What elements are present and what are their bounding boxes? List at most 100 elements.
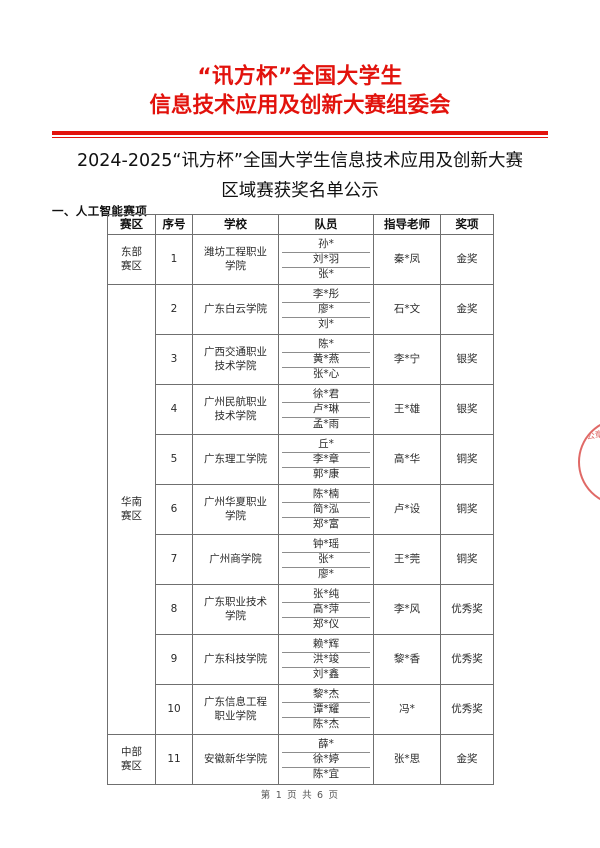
member-name: 张* bbox=[279, 267, 373, 282]
cell-region: 东部 赛区 bbox=[107, 234, 156, 285]
member-name: 刘* bbox=[279, 317, 373, 332]
cell-no: 11 bbox=[155, 734, 193, 785]
letterhead-line-1: “讯方杯”全国大学生 bbox=[197, 64, 403, 89]
cell-award: 金奖 bbox=[440, 284, 494, 335]
member-name: 郑*仪 bbox=[279, 617, 373, 632]
col-header-award: 奖项 bbox=[440, 214, 494, 235]
cell-members: 张*纯高*萍 郑*仪 bbox=[278, 584, 374, 635]
cell-school: 广东职业技术 学院 bbox=[192, 584, 279, 635]
cell-members: 孙* 刘*羽 张* bbox=[278, 234, 374, 285]
member-list: 丘* 李*章 郭*康 bbox=[279, 437, 373, 482]
cell-school: 广东理工学院 bbox=[192, 434, 279, 485]
cell-teacher: 李*宁 bbox=[373, 334, 441, 385]
member-name: 李*章 bbox=[279, 452, 373, 467]
cell-teacher: 王*莞 bbox=[373, 534, 441, 585]
cell-school: 广州商学院 bbox=[192, 534, 279, 585]
col-header-members: 队员 bbox=[278, 214, 374, 235]
member-name: 刘*羽 bbox=[279, 252, 373, 267]
member-name: 薛* bbox=[318, 737, 334, 750]
cell-members: 钟*瑶 张* 廖* bbox=[278, 534, 374, 585]
cell-teacher: 冯* bbox=[373, 684, 441, 735]
cell-members: 李*彤廖* 刘* bbox=[278, 284, 374, 335]
member-name: 黎*杰 bbox=[312, 687, 340, 700]
member-name: 丘* bbox=[318, 437, 334, 450]
cell-teacher: 石*文 bbox=[373, 284, 441, 335]
page-footer: 第 1 页 共 6 页 bbox=[260, 790, 340, 801]
member-name: 黄*燕 bbox=[279, 352, 373, 367]
cell-teacher: 黎*香 bbox=[373, 634, 441, 685]
member-name: 张*纯 bbox=[312, 587, 340, 600]
seal-text: 公章 bbox=[585, 429, 600, 443]
cell-award: 优秀奖 bbox=[440, 684, 494, 735]
cell-award: 优秀奖 bbox=[440, 634, 494, 685]
member-list: 赖*辉 洪*竣 刘*鑫 bbox=[279, 637, 373, 682]
table-row: 6 广州华夏职业 学院 陈*楠 简*泓 郑*富 卢*设 铜奖 bbox=[108, 484, 494, 535]
cell-no: 8 bbox=[155, 584, 193, 635]
member-name: 郭*康 bbox=[279, 467, 373, 482]
cell-teacher: 卢*设 bbox=[373, 484, 441, 535]
member-name: 简*泓 bbox=[279, 502, 373, 517]
member-name: 陈* bbox=[318, 337, 334, 350]
col-header-school: 学校 bbox=[192, 214, 279, 235]
page-title-line-1: 2024-2025“讯方杯”全国大学生信息技术应用及创新大赛 bbox=[76, 151, 524, 171]
cell-award: 金奖 bbox=[440, 234, 494, 285]
cell-school: 广东科技学院 bbox=[192, 634, 279, 685]
member-list: 钟*瑶 张* 廖* bbox=[279, 537, 373, 582]
cell-award: 铜奖 bbox=[440, 484, 494, 535]
member-name: 刘*鑫 bbox=[279, 667, 373, 682]
letterhead-divider bbox=[52, 131, 548, 138]
cell-no: 4 bbox=[155, 384, 193, 435]
member-list: 薛* 徐*婷 陈*宜 bbox=[279, 737, 373, 782]
cell-award: 铜奖 bbox=[440, 534, 494, 585]
cell-no: 2 bbox=[155, 284, 193, 335]
table-row: 4 广州民航职业 技术学院 徐*君 卢*琳 孟*雨 王*雄 银奖 bbox=[108, 384, 494, 435]
cell-award: 银奖 bbox=[440, 384, 494, 435]
cell-no: 10 bbox=[155, 684, 193, 735]
col-header-teacher: 指导老师 bbox=[373, 214, 441, 235]
col-header-no: 序号 bbox=[155, 214, 193, 235]
member-name: 陈*宜 bbox=[279, 767, 373, 782]
member-name: 张*心 bbox=[279, 367, 373, 382]
cell-members: 赖*辉 洪*竣 刘*鑫 bbox=[278, 634, 374, 685]
cell-school: 广州民航职业 技术学院 bbox=[192, 384, 279, 435]
table-row: 9 广东科技学院 赖*辉 洪*竣 刘*鑫 黎*香 优秀奖 bbox=[108, 634, 494, 685]
member-name: 洪*竣 bbox=[279, 652, 373, 667]
member-name: 陈*杰 bbox=[279, 717, 373, 732]
table-row: 10 广东信息工程 职业学院 黎*杰谭*耀 陈*杰 冯* 优秀奖 bbox=[108, 684, 494, 735]
table-row: 8 广东职业技术 学院 张*纯 高*萍 郑*仪 李*风 优秀奖 bbox=[108, 584, 494, 635]
cell-no: 6 bbox=[155, 484, 193, 535]
member-name: 卢*琳 bbox=[279, 402, 373, 417]
member-name: 钟*瑶 bbox=[312, 537, 340, 550]
member-name: 谭*耀 bbox=[279, 702, 373, 717]
table-row: 3 广西交通职业 技术学院 陈* 黄*燕 张*心 李*宁 银奖 bbox=[108, 334, 494, 385]
official-seal-icon: 公章 bbox=[578, 418, 600, 506]
page-title: 2024-2025“讯方杯”全国大学生信息技术应用及创新大赛 区域赛获奖名单公示 bbox=[42, 146, 558, 206]
member-name: 廖* bbox=[279, 567, 373, 582]
member-list: 张*纯高*萍 郑*仪 bbox=[279, 587, 373, 632]
member-name: 孙* bbox=[318, 237, 334, 250]
member-name: 高*萍 bbox=[279, 602, 373, 617]
member-name: 陈*楠 bbox=[312, 487, 340, 500]
member-name: 郑*富 bbox=[279, 517, 373, 532]
table-header-row: 赛区 序号 学校 队员 指导老师 奖项 bbox=[107, 214, 494, 235]
col-header-region: 赛区 bbox=[107, 214, 156, 235]
table-row: 华南 赛区 2 广东白云学院 李*彤 廖* 刘* 石*文 金奖 bbox=[107, 284, 494, 735]
cell-teacher: 秦*凤 bbox=[373, 234, 441, 285]
cell-award: 优秀奖 bbox=[440, 584, 494, 635]
member-list: 孙* 刘*羽 张* bbox=[279, 237, 373, 282]
cell-teacher: 李*风 bbox=[373, 584, 441, 635]
cell-no: 1 bbox=[155, 234, 193, 285]
member-name: 李*彤 bbox=[312, 287, 340, 300]
cell-members: 陈*楠简*泓 郑*富 bbox=[278, 484, 374, 535]
cell-no: 3 bbox=[155, 334, 193, 385]
award-table: 赛区 序号 学校 队员 指导老师 奖项 东部 赛区 1 潍坊工程职业 学院 孙* 刘*羽 张*… bbox=[107, 214, 494, 785]
letterhead-line-2: 信息技术应用及创新大赛组委会 bbox=[149, 93, 451, 118]
cell-school: 广东信息工程 职业学院 bbox=[192, 684, 279, 735]
member-name: 廖* bbox=[279, 302, 373, 317]
cell-region: 华南 赛区 bbox=[107, 284, 156, 735]
table-row: 5 广东理工学院 丘* 李*章 郭*康 高*华 铜奖 bbox=[108, 434, 494, 485]
cell-school: 安徽新华学院 bbox=[192, 734, 279, 785]
cell-teacher: 张*思 bbox=[373, 734, 441, 785]
divider-thin-rule bbox=[52, 136, 548, 138]
member-list: 徐*君 卢*琳 孟*雨 bbox=[279, 387, 373, 432]
